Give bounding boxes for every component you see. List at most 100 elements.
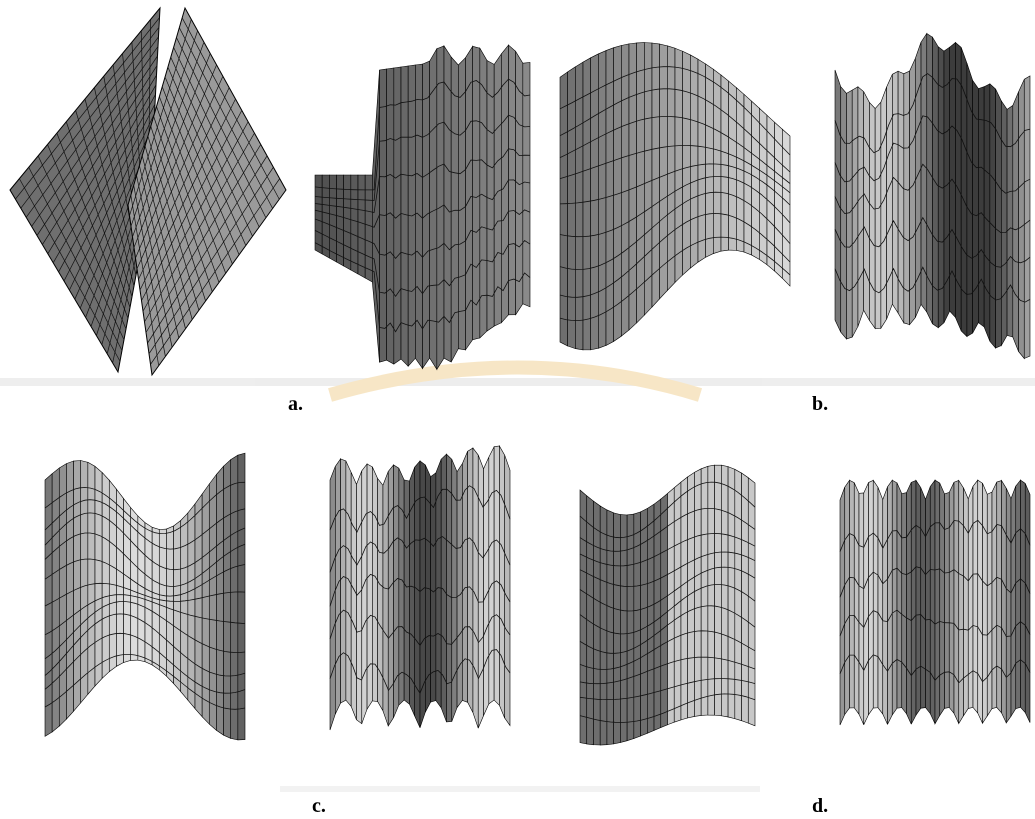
surface-part [859, 493, 864, 725]
surface-part [869, 480, 874, 714]
surface-part [990, 84, 996, 348]
surface-part [667, 46, 675, 291]
surface-part [973, 480, 978, 713]
surface-part [394, 67, 401, 364]
surface-part [159, 529, 166, 676]
surface-part [195, 494, 202, 717]
surface-part [66, 461, 73, 719]
surface-part [600, 506, 607, 745]
surface-part [116, 489, 123, 666]
surface-part [708, 465, 715, 715]
surface-plots [10, 8, 1030, 745]
surface-part [593, 501, 600, 745]
surface-part [365, 175, 372, 282]
surface-part [864, 483, 869, 725]
surface-part [1021, 480, 1026, 713]
surface-part [446, 454, 451, 722]
surface-part [362, 464, 367, 724]
surface-part [736, 88, 744, 252]
surface-part [840, 487, 845, 725]
surface-part [715, 465, 722, 716]
surface-part [978, 480, 983, 723]
surface-part [873, 480, 878, 708]
surface-part [1024, 76, 1030, 359]
surface-part [850, 480, 855, 708]
surface-part [668, 488, 675, 725]
surface-part [358, 175, 365, 278]
surface-part [487, 61, 494, 332]
surface-part [852, 87, 858, 337]
surface-part [968, 486, 973, 708]
surface-sheet [835, 33, 1030, 358]
surface-part [560, 72, 568, 346]
surface-part [1019, 79, 1025, 358]
surface-part [484, 457, 489, 716]
surface-part [351, 472, 356, 719]
surface-sheet [840, 480, 1030, 725]
surface-part [356, 471, 361, 724]
surface-part [489, 447, 494, 704]
surface-part [607, 510, 614, 745]
surface-part [81, 461, 88, 703]
surface-part [898, 71, 904, 323]
surface-part [1025, 483, 1030, 722]
surface-sheet [45, 453, 245, 740]
surface-part [224, 460, 231, 739]
surface-part [845, 480, 850, 714]
surface-part [1007, 105, 1013, 337]
surface-part [854, 483, 859, 714]
surface-part [742, 473, 749, 723]
surface-part [387, 68, 394, 364]
surface-part [583, 58, 591, 350]
surface-part [462, 451, 467, 702]
surface-part [997, 481, 1002, 713]
surface-part [897, 483, 902, 708]
surface-part [568, 67, 576, 349]
surface-part [694, 469, 701, 717]
surface-part [846, 90, 852, 339]
surface-part [759, 108, 767, 264]
surface-part [767, 115, 775, 271]
surface-part [996, 89, 1002, 348]
surface-part [878, 487, 883, 714]
surface-part [887, 74, 893, 319]
surface-part [1016, 480, 1021, 709]
surface-part [620, 515, 627, 743]
surface-part [575, 62, 583, 350]
surface-part [637, 43, 645, 323]
surface-part [987, 492, 992, 716]
surface-part [238, 453, 245, 740]
figure: a. b. c. d. [0, 0, 1035, 819]
surface-sheet [330, 446, 510, 730]
surface-part [675, 48, 683, 282]
surface-part [458, 58, 465, 350]
surface-part [748, 478, 755, 726]
surface-part [706, 64, 714, 257]
surface-part [721, 75, 729, 251]
surface-part [690, 55, 698, 268]
surface-part [875, 102, 881, 328]
surface-part [88, 462, 95, 694]
page: a. b. c. d. (() => { const data = JSON.p… [0, 0, 1035, 819]
surface-part [660, 44, 668, 299]
surface-part [935, 480, 940, 724]
surface-part [341, 459, 346, 703]
surface-part [984, 84, 990, 341]
surface-part [629, 43, 637, 330]
surface-part [501, 45, 508, 323]
surface-part [399, 468, 404, 705]
surface-part [444, 46, 451, 362]
surface-part [335, 459, 340, 714]
surface-part [95, 466, 102, 686]
surface-part [452, 459, 457, 721]
surface-part [494, 446, 499, 705]
surface-part [959, 480, 964, 723]
surface-part [499, 446, 504, 718]
panel-label: a. [288, 393, 303, 415]
surface-part [892, 480, 897, 715]
surface-part [967, 63, 973, 336]
panel-label: b. [812, 393, 828, 415]
surface-sheet [580, 465, 755, 745]
surface-part [869, 102, 875, 328]
surface-part [744, 94, 752, 255]
